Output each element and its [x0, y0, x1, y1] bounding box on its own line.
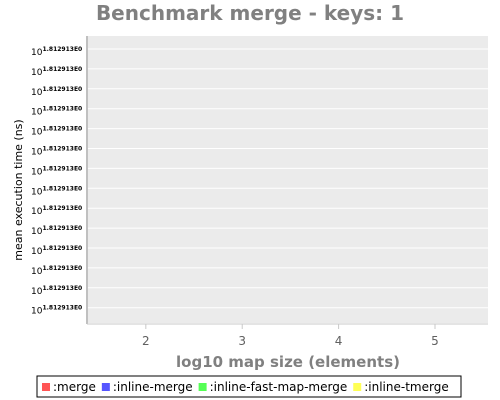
x-axis-label: log10 map size (elements) — [176, 353, 400, 371]
x-tick-label: 4 — [335, 334, 343, 348]
y-tick-label: 101.812913E0 — [31, 86, 82, 98]
legend-swatch — [198, 383, 207, 391]
legend-label: :inline-fast-map-merge — [210, 380, 348, 394]
legend-label: :inline-tmerge — [364, 380, 448, 394]
x-tick-label: 5 — [431, 334, 439, 348]
legend-label: :merge — [53, 380, 96, 394]
y-tick-label: 101.812913E0 — [31, 285, 82, 297]
y-tick-labels: 101.812913E0 101.812913E0 101.812913E0 101.… — [31, 46, 82, 317]
legend-box — [36, 375, 462, 398]
y-tick-label: 101.812913E0 — [31, 165, 82, 177]
y-axis-label: mean execution time (ns) — [12, 119, 25, 260]
y-tick-label: 101.812913E0 — [31, 225, 82, 237]
legend-swatch — [42, 383, 50, 391]
y-tick-label: 101.812913E0 — [31, 185, 82, 197]
legend: :merge :inline-merge :inline-fast-map-merg… — [42, 380, 449, 394]
y-tick-label: 101.812913E0 — [31, 245, 82, 257]
y-tick-label: 101.812913E0 — [31, 106, 82, 118]
y-tick-label: 101.812913E0 — [31, 66, 82, 78]
x-tick-labels: 2 3 4 5 — [142, 324, 439, 348]
plot-area — [88, 36, 488, 323]
chart-title: Benchmark merge - keys: 1 — [96, 1, 404, 25]
gridlines — [88, 48, 488, 309]
y-tick-label: 101.812913E0 — [31, 305, 82, 317]
y-tick-label: 101.812913E0 — [31, 146, 82, 158]
legend-swatch — [353, 383, 362, 391]
legend-label: :inline-merge — [113, 380, 193, 394]
y-tick-label: 101.812913E0 — [31, 126, 82, 138]
x-tick-label: 2 — [142, 334, 150, 348]
y-tick-label: 101.812913E0 — [31, 46, 82, 58]
y-tick-label: 101.812913E0 — [31, 265, 82, 277]
legend-swatch — [101, 383, 110, 391]
x-tick-label: 3 — [238, 334, 246, 348]
y-tick-label: 101.812913E0 — [31, 205, 82, 217]
